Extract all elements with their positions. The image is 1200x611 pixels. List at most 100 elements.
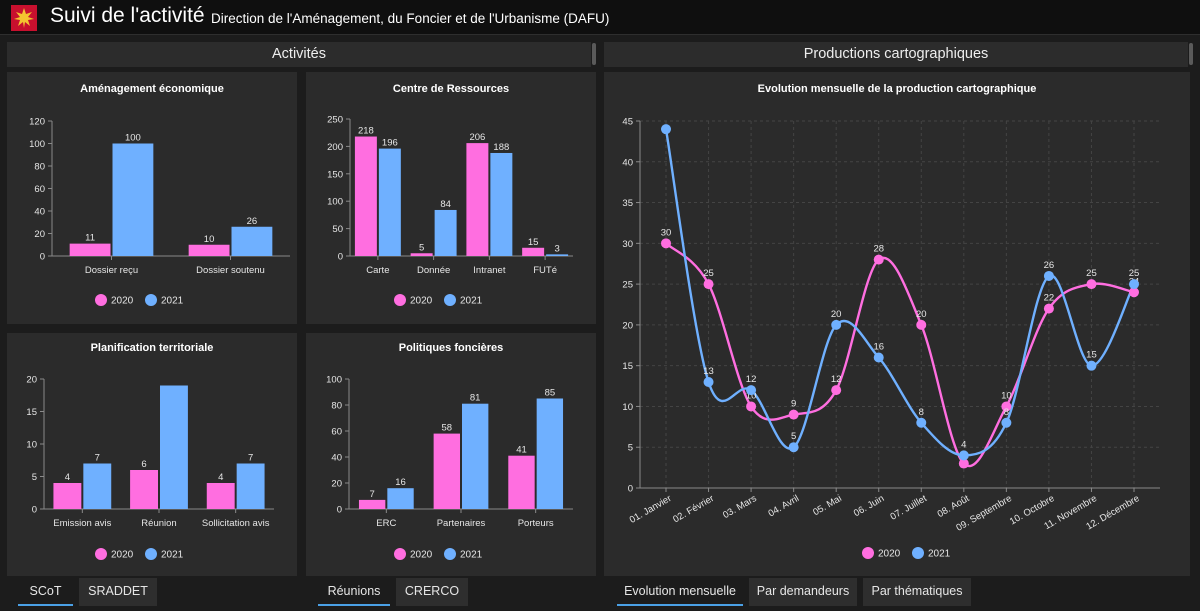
y-tick-label: 60 <box>34 184 45 195</box>
tab-scot[interactable]: SCoT <box>18 578 73 606</box>
data-label: 20 <box>831 309 842 320</box>
point-2021-0[interactable] <box>661 124 671 135</box>
legend-item-2020[interactable]: 2020 <box>862 547 901 560</box>
bar-2021-2[interactable] <box>490 152 513 256</box>
point-2020-2[interactable] <box>746 401 757 412</box>
chart-legend: 2020 2021 <box>95 294 184 307</box>
tab-crerco[interactable]: CRERCO <box>396 578 468 606</box>
section-scrollbar-right[interactable] <box>1189 43 1193 65</box>
legend-item-2020[interactable]: 2020 <box>95 294 134 307</box>
bar-2020-0[interactable] <box>69 243 111 256</box>
chart-title: Centre de Ressources <box>392 83 510 95</box>
bar-2021-0[interactable] <box>378 148 401 256</box>
point-2021-6[interactable] <box>916 417 927 428</box>
tab-evolution-mensuelle[interactable]: Evolution mensuelle <box>617 578 743 606</box>
bar-2020-1[interactable] <box>433 433 460 509</box>
point-2021-3[interactable] <box>788 442 799 453</box>
point-2021-4[interactable] <box>831 319 842 330</box>
chart-title: Aménagement économique <box>80 83 224 95</box>
y-tick-label: 50 <box>332 224 343 235</box>
bar-2020-0[interactable] <box>53 483 82 509</box>
legend-item-2021[interactable]: 2021 <box>145 548 184 561</box>
bar-2021-1[interactable] <box>462 403 489 509</box>
bar-2020-1[interactable] <box>188 244 230 256</box>
tab-par-thematiques[interactable]: Par thématiques <box>863 578 971 606</box>
data-label: 20 <box>916 309 927 320</box>
y-tick-label: 40 <box>622 157 633 168</box>
bar-2020-1[interactable] <box>130 470 158 509</box>
point-2020-5[interactable] <box>873 254 884 265</box>
data-label: 9 <box>791 399 796 410</box>
point-2021-9[interactable] <box>1043 270 1054 281</box>
data-label: 196 <box>382 138 398 149</box>
bar-2020-0[interactable] <box>358 499 386 509</box>
y-tick-label: 20 <box>34 229 45 240</box>
y-tick-label: 0 <box>32 505 37 516</box>
data-label: 81 <box>470 393 481 404</box>
bar-2020-0[interactable] <box>354 136 377 256</box>
app-subtitle: Direction de l'Aménagement, du Foncier e… <box>211 11 610 26</box>
data-label: 22 <box>1044 293 1055 304</box>
legend-item-2020[interactable]: 2020 <box>95 548 134 561</box>
point-2021-7[interactable] <box>958 450 969 461</box>
point-2020-11[interactable] <box>1129 287 1139 298</box>
bar-2020-1[interactable] <box>410 253 433 256</box>
tab-reunions[interactable]: Réunions <box>318 578 390 606</box>
bar-2020-2[interactable] <box>466 143 489 256</box>
bar-2020-2[interactable] <box>508 455 535 509</box>
point-2020-6[interactable] <box>916 319 927 330</box>
data-label: 10 <box>746 390 757 401</box>
legend-item-2021[interactable]: 2021 <box>912 547 951 560</box>
point-2021-10[interactable] <box>1086 360 1097 371</box>
x-tick-label: 07. Juillet <box>889 493 930 523</box>
section-scrollbar-left[interactable] <box>592 43 596 65</box>
legend-marker <box>394 294 406 306</box>
data-label: 25 <box>1086 268 1097 279</box>
bar-2021-0[interactable] <box>112 143 154 257</box>
legend-item-2021[interactable]: 2021 <box>444 548 483 561</box>
tab-par-demandeurs[interactable]: Par demandeurs <box>749 578 857 606</box>
point-2020-8[interactable] <box>1001 401 1012 412</box>
bar-2021-1[interactable] <box>231 226 273 256</box>
tab-sraddet[interactable]: SRADDET <box>79 578 157 606</box>
bar-2021-1[interactable] <box>434 209 457 256</box>
section-header-productions: Productions cartographiques <box>604 42 1188 67</box>
point-2020-1[interactable] <box>703 279 714 290</box>
bar-2021-1[interactable] <box>160 385 188 510</box>
point-2021-8[interactable] <box>1001 417 1012 428</box>
bar-2021-2[interactable] <box>236 463 265 510</box>
legend-item-2021[interactable]: 2021 <box>444 294 483 307</box>
legend-marker <box>862 547 874 559</box>
point-2021-2[interactable] <box>746 385 757 396</box>
y-tick-label: 5 <box>628 443 633 454</box>
legend-item-2020[interactable]: 2020 <box>394 548 433 561</box>
point-2021-5[interactable] <box>873 352 884 363</box>
point-2021-11[interactable] <box>1129 279 1139 290</box>
bar-2021-3[interactable] <box>546 254 569 256</box>
data-label: 26 <box>247 216 258 227</box>
data-label: 4 <box>961 439 966 450</box>
point-2020-7[interactable] <box>958 458 969 469</box>
point-2020-3[interactable] <box>788 409 799 420</box>
legend-marker <box>912 547 924 559</box>
point-2020-4[interactable] <box>831 385 842 396</box>
point-2020-9[interactable] <box>1043 303 1054 314</box>
legend-item-2020[interactable]: 2020 <box>394 294 433 307</box>
point-2020-0[interactable] <box>661 238 671 249</box>
chart-title: Evolution mensuelle de la production car… <box>757 83 1037 95</box>
x-tick-label: Emission avis <box>53 518 111 529</box>
legend-item-2021[interactable]: 2021 <box>145 294 184 307</box>
panel-amenagement-economique: Aménagement économique 0 20 40 60 80 100 120 11… <box>7 72 297 324</box>
data-label: 7 <box>369 489 374 500</box>
bar-2021-0[interactable] <box>83 463 112 510</box>
bar-2021-2[interactable] <box>536 398 564 510</box>
panel-politiques-foncieres: Politiques foncières 0 20 40 60 80 100 7 16 ERC 5… <box>306 333 596 576</box>
point-2020-10[interactable] <box>1086 279 1097 290</box>
bar-2021-0[interactable] <box>387 488 414 509</box>
point-2021-1[interactable] <box>703 376 714 387</box>
data-label: 8 <box>1004 407 1009 418</box>
bar-2020-2[interactable] <box>206 483 235 509</box>
x-tick-label: 04. Avril <box>767 493 802 519</box>
bar-2020-3[interactable] <box>522 247 545 256</box>
data-label: 12 <box>831 374 842 385</box>
